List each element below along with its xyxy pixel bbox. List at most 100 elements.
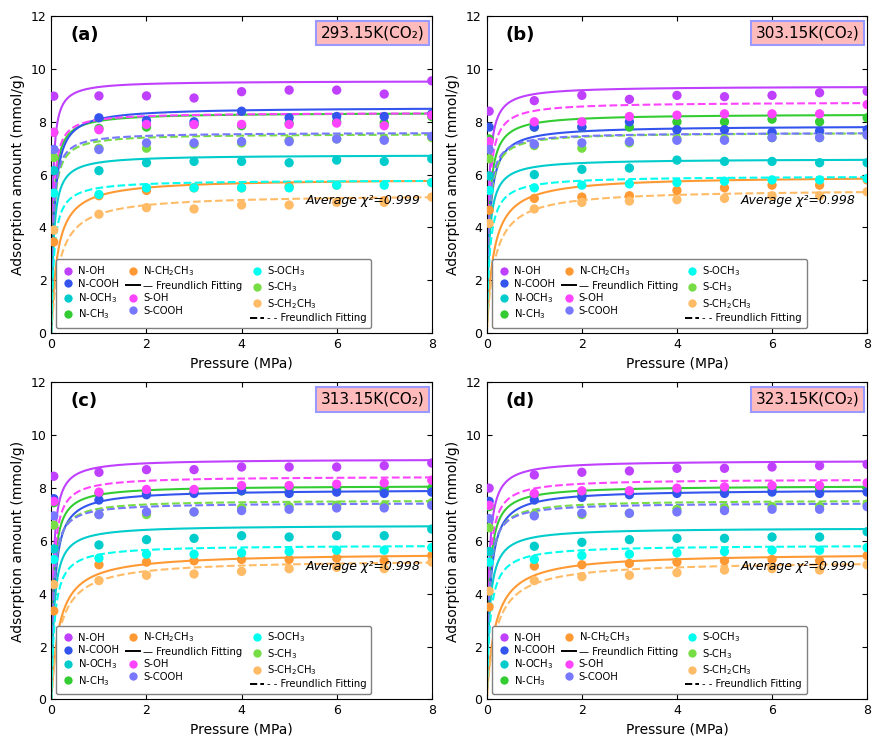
Point bbox=[527, 95, 541, 107]
Text: 293.15K(CO₂): 293.15K(CO₂) bbox=[321, 25, 424, 40]
Point bbox=[235, 479, 249, 491]
Point bbox=[622, 569, 636, 581]
Point bbox=[860, 157, 874, 169]
Point bbox=[860, 112, 874, 124]
Point bbox=[187, 116, 201, 128]
Point bbox=[187, 203, 201, 215]
Point bbox=[860, 550, 874, 562]
Point bbox=[282, 157, 296, 169]
Point bbox=[812, 483, 827, 495]
Point bbox=[765, 174, 779, 186]
Point bbox=[139, 142, 153, 154]
Point bbox=[860, 129, 874, 141]
Point bbox=[527, 488, 541, 500]
Point bbox=[92, 190, 106, 202]
Point bbox=[47, 144, 61, 156]
Point bbox=[187, 486, 201, 498]
Point bbox=[765, 500, 779, 512]
Point bbox=[330, 84, 344, 96]
Point bbox=[670, 567, 684, 579]
Point bbox=[482, 204, 496, 216]
Point bbox=[377, 555, 392, 567]
Point bbox=[187, 483, 201, 495]
Point bbox=[622, 116, 636, 128]
Point bbox=[812, 190, 827, 202]
Point bbox=[718, 462, 732, 474]
Point bbox=[282, 118, 296, 130]
Point bbox=[377, 530, 392, 542]
Point bbox=[482, 170, 496, 182]
Point bbox=[47, 144, 61, 156]
Point bbox=[235, 530, 249, 542]
Text: (a): (a) bbox=[70, 25, 99, 43]
Point bbox=[482, 135, 496, 147]
Point bbox=[718, 488, 732, 500]
Point bbox=[235, 554, 249, 565]
Point bbox=[377, 180, 392, 191]
Point bbox=[812, 531, 827, 543]
Point bbox=[424, 111, 439, 123]
Point bbox=[670, 109, 684, 121]
Point bbox=[47, 126, 61, 138]
Point bbox=[765, 483, 779, 495]
Point bbox=[92, 144, 106, 156]
Point bbox=[139, 118, 153, 130]
Point bbox=[670, 89, 684, 101]
Point bbox=[139, 185, 153, 197]
Y-axis label: Adsorption amount (mmol/g): Adsorption amount (mmol/g) bbox=[447, 74, 461, 275]
Point bbox=[670, 133, 684, 145]
Point bbox=[330, 111, 344, 123]
Point bbox=[235, 505, 249, 517]
Point bbox=[330, 552, 344, 564]
Point bbox=[377, 488, 392, 500]
Y-axis label: Adsorption amount (mmol/g): Adsorption amount (mmol/g) bbox=[12, 441, 25, 642]
Point bbox=[424, 132, 439, 144]
Point bbox=[92, 486, 106, 498]
Point bbox=[282, 554, 296, 565]
Point bbox=[670, 116, 684, 128]
Point bbox=[92, 90, 106, 102]
Point bbox=[812, 555, 827, 567]
Point bbox=[377, 135, 392, 147]
Point bbox=[235, 565, 249, 577]
Point bbox=[139, 202, 153, 214]
Point bbox=[330, 478, 344, 490]
Point bbox=[527, 116, 541, 128]
Point bbox=[424, 153, 439, 165]
Point bbox=[527, 469, 541, 481]
Point bbox=[92, 552, 106, 564]
Point bbox=[377, 111, 392, 123]
Point bbox=[139, 488, 153, 500]
Point bbox=[330, 116, 344, 128]
Point bbox=[575, 116, 589, 128]
Point bbox=[47, 519, 61, 531]
Point bbox=[575, 536, 589, 548]
Point bbox=[282, 135, 296, 147]
Point bbox=[718, 123, 732, 135]
Point bbox=[812, 479, 827, 491]
Point bbox=[235, 182, 249, 194]
Point bbox=[92, 509, 106, 521]
Point bbox=[575, 197, 589, 209]
Point bbox=[92, 574, 106, 586]
Point bbox=[424, 497, 439, 509]
Point bbox=[235, 485, 249, 497]
Point bbox=[92, 559, 106, 571]
Text: (c): (c) bbox=[70, 392, 97, 410]
Point bbox=[670, 556, 684, 568]
Point bbox=[812, 488, 827, 500]
Point bbox=[330, 180, 344, 191]
Point bbox=[377, 133, 392, 145]
Point bbox=[622, 121, 636, 133]
Point bbox=[424, 500, 439, 512]
Point bbox=[718, 502, 732, 514]
Text: Average χ²=0.999: Average χ²=0.999 bbox=[306, 194, 420, 206]
Point bbox=[330, 545, 344, 557]
Legend: N-OH, N-COOH, N-OCH$_3$, N-CH$_3$, N-CH$_2$CH$_3$, — Freundlich Fitting, S-OH, S: N-OH, N-COOH, N-OCH$_3$, N-CH$_3$, N-CH$… bbox=[57, 625, 371, 694]
Point bbox=[482, 144, 496, 156]
Y-axis label: Adsorption amount (mmol/g): Adsorption amount (mmol/g) bbox=[12, 74, 25, 275]
Point bbox=[330, 154, 344, 166]
Point bbox=[812, 125, 827, 137]
Point bbox=[330, 502, 344, 514]
Point bbox=[527, 488, 541, 500]
